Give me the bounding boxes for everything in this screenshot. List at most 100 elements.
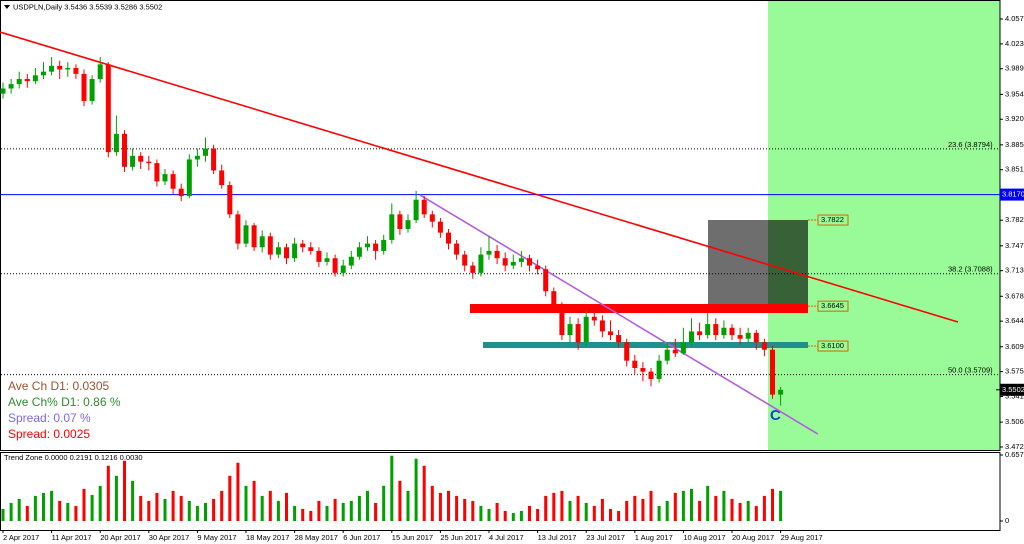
- indicator-tick-label: 0: [1005, 516, 1009, 525]
- zone-label-box: [817, 300, 849, 312]
- indicator-bar: [398, 480, 402, 521]
- candle-body: [130, 155, 136, 167]
- indicator-bar: [155, 492, 159, 521]
- indicator-bar: [552, 492, 556, 521]
- trendline: [0, 31, 959, 323]
- indicator-bar: [341, 502, 345, 521]
- indicator-bar: [212, 498, 216, 521]
- zone-label: 3.7822: [821, 215, 844, 224]
- indicator-bar: [576, 495, 580, 521]
- y-tick-label: 3.6780: [1005, 291, 1024, 300]
- candle-body: [219, 170, 225, 186]
- candle-body: [389, 214, 395, 240]
- candle-body: [251, 225, 257, 248]
- candle-body: [429, 214, 435, 222]
- candle-body: [186, 159, 192, 197]
- candle-body: [49, 65, 55, 72]
- y-tick-label: 3.7820: [1005, 215, 1024, 224]
- indicator-bar: [471, 500, 475, 521]
- indicator-bar: [422, 465, 426, 521]
- indicator-bar: [495, 502, 499, 521]
- indicator-bar: [285, 492, 288, 521]
- indicator-bar: [722, 490, 726, 521]
- candle-body: [437, 221, 443, 233]
- candle-body: [421, 199, 427, 215]
- candle-body: [454, 243, 460, 255]
- candle-body: [583, 316, 589, 343]
- y-tick-label: 4.0570: [1005, 14, 1024, 23]
- candle-body: [559, 305, 565, 336]
- candle-body: [737, 335, 743, 339]
- indicator-bar: [584, 502, 588, 521]
- x-tick-label: 13 Jul 2017: [538, 533, 577, 542]
- x-tick-label: 11 Apr 2017: [52, 533, 92, 542]
- y-tick-label: 3.5750: [1005, 367, 1024, 376]
- indicator-bar: [90, 494, 94, 521]
- indicator-bar: [171, 490, 175, 521]
- x-tick-label: 28 May 2017: [295, 533, 338, 542]
- indicator-bar: [706, 485, 710, 521]
- indicator-bar: [519, 510, 523, 521]
- fib-label: 23.6 (3.8794): [948, 140, 993, 149]
- indicator-bar: [204, 502, 207, 521]
- indicator-title: Trend Zone 0.0000 0.2191 0.1216 0.0030: [4, 453, 143, 462]
- indicator-bar: [657, 505, 661, 521]
- indicator-bar: [754, 505, 758, 521]
- indicator-bar: [681, 490, 685, 521]
- indicator-bar: [455, 495, 459, 521]
- last-price-box: [1000, 383, 1024, 396]
- menu-triangle[interactable]: [4, 5, 10, 9]
- indicator-bar: [333, 498, 337, 521]
- indicator-bar: [746, 500, 750, 521]
- indicator-bar: [479, 505, 483, 521]
- candle-body: [122, 133, 127, 167]
- indicator-bar: [50, 490, 54, 521]
- indicator-bar: [293, 505, 297, 521]
- y-tick-label: 4.0230: [1005, 39, 1024, 48]
- fib-label: 50.0 (3.5709): [948, 366, 993, 375]
- indicator-bar: [17, 498, 21, 521]
- candle-body: [89, 78, 95, 101]
- marker-price-label: 3.8170: [1002, 190, 1024, 199]
- candle-body: [73, 68, 79, 74]
- x-tick-label: 29 Aug 2017: [781, 533, 823, 542]
- indicator-bar: [252, 480, 256, 521]
- candle-body: [510, 261, 516, 266]
- candle-body: [624, 342, 630, 361]
- candle-body: [154, 163, 160, 182]
- x-tick-label: 23 Jul 2017: [586, 533, 625, 542]
- y-tick-label: 3.6440: [1005, 316, 1024, 325]
- indicator-bar: [625, 500, 629, 521]
- y-tick-label: 3.9200: [1005, 114, 1024, 123]
- candle-body: [648, 371, 654, 379]
- x-tick-label: 10 Aug 2017: [683, 533, 725, 542]
- candle-body: [259, 236, 265, 248]
- candle-body: [713, 324, 719, 336]
- candle-body: [462, 254, 468, 266]
- x-tick-label: 30 Apr 2017: [149, 533, 189, 542]
- indicator-bar: [617, 510, 621, 521]
- candle-body: [316, 250, 322, 262]
- candle-body: [235, 214, 241, 244]
- candle-body: [138, 155, 144, 162]
- y-tick-label: 3.4720: [1005, 442, 1024, 451]
- candle-body: [446, 232, 451, 244]
- indicator-bar: [1, 508, 5, 521]
- indicator-bar: [325, 505, 329, 521]
- candle-body: [753, 332, 759, 343]
- candle-body: [567, 324, 573, 336]
- stat-text: Ave Ch% D1: 0.86 %: [8, 395, 121, 409]
- candle-body: [373, 243, 379, 251]
- candle-body: [41, 71, 46, 76]
- indicator-bar: [236, 462, 240, 521]
- x-tick-label: 2 Apr 2017: [3, 533, 39, 542]
- indicator-bar: [25, 505, 29, 521]
- x-tick-label: 1 Aug 2017: [635, 533, 673, 542]
- indicator-bar: [503, 510, 507, 521]
- indicator-bar: [779, 490, 783, 521]
- indicator-bar: [357, 495, 361, 521]
- candle-body: [632, 360, 638, 368]
- last-price-label: 3.5502: [1002, 385, 1024, 394]
- candle-body: [308, 247, 314, 251]
- candle-body: [591, 316, 597, 321]
